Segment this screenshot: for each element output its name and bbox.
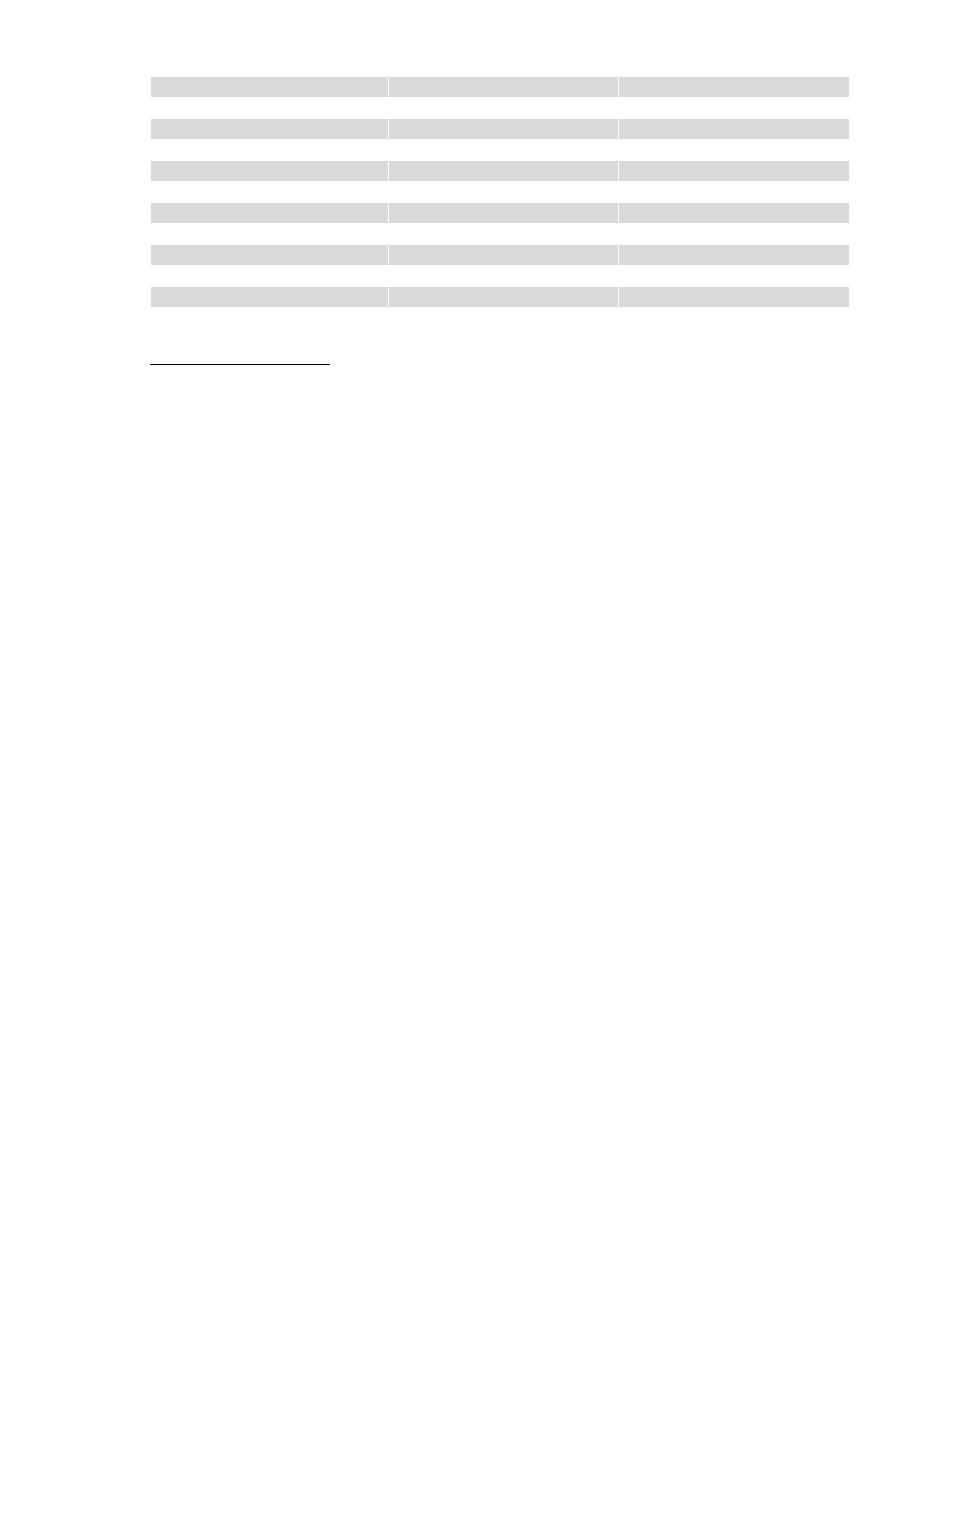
row-label [151, 140, 389, 161]
cell-xyz [388, 224, 619, 245]
table-row [151, 245, 850, 266]
cell-xyz [388, 161, 619, 182]
cell-xyz [388, 266, 619, 287]
page [0, 0, 960, 1514]
footnote-separator [150, 364, 330, 365]
cell-def [619, 224, 850, 245]
table-row [151, 182, 850, 203]
cell-xyz [388, 98, 619, 119]
cell-def [619, 203, 850, 224]
cell-def [619, 98, 850, 119]
cell-def [619, 266, 850, 287]
cell-xyz [388, 182, 619, 203]
row-label [151, 98, 389, 119]
table-row [151, 98, 850, 119]
cell-def [619, 182, 850, 203]
row-label [151, 287, 389, 308]
table-header-row [151, 77, 850, 98]
table-row [151, 224, 850, 245]
row-label [151, 224, 389, 245]
row-label [151, 161, 389, 182]
header-xyz [388, 77, 619, 98]
cell-xyz [388, 245, 619, 266]
header-def [619, 77, 850, 98]
comparison-table [150, 76, 850, 308]
table-row [151, 140, 850, 161]
row-label [151, 266, 389, 287]
cell-def [619, 161, 850, 182]
row-label [151, 203, 389, 224]
table-row [151, 203, 850, 224]
table-row [151, 266, 850, 287]
table-row [151, 287, 850, 308]
cell-xyz [388, 119, 619, 140]
table-row [151, 161, 850, 182]
header-blank [151, 77, 389, 98]
cell-xyz [388, 287, 619, 308]
cell-def [619, 245, 850, 266]
cell-xyz [388, 140, 619, 161]
cell-def [619, 140, 850, 161]
row-label [151, 182, 389, 203]
row-label [151, 119, 389, 140]
table-row [151, 119, 850, 140]
cell-xyz [388, 203, 619, 224]
cell-def [619, 119, 850, 140]
row-label [151, 245, 389, 266]
cell-def [619, 287, 850, 308]
